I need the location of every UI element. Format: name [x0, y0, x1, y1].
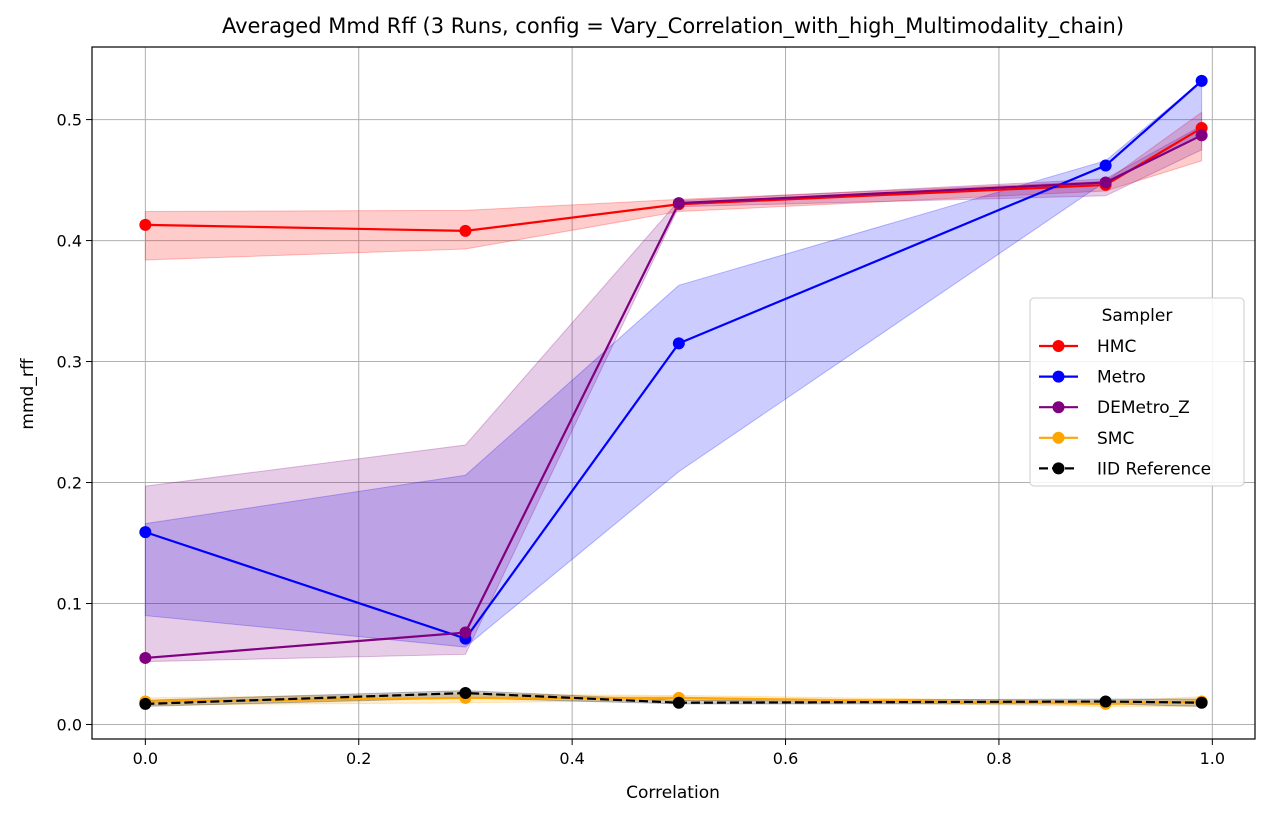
legend-item-hmc: HMC	[1039, 337, 1136, 357]
x-tick-label-3: 0.6	[773, 749, 798, 768]
legend-title: Sampler	[1102, 306, 1173, 326]
legend-marker-iid-reference	[1052, 462, 1065, 475]
point-demetro-z-1	[459, 626, 472, 639]
point-iid-reference-2	[672, 696, 685, 709]
plot-frame	[91, 46, 1256, 740]
point-metro-2	[672, 337, 685, 350]
point-iid-reference-1	[459, 687, 472, 700]
legend-label-smc: SMC	[1097, 429, 1134, 449]
y-tick-label-2: 0.2	[57, 474, 82, 493]
legend-label-metro: Metro	[1097, 368, 1146, 388]
y-tick-label-1: 0.1	[57, 595, 82, 614]
legend-item-metro: Metro	[1039, 368, 1146, 388]
legend-item-demetro-z: DEMetro_Z	[1039, 398, 1190, 418]
x-tick-label-0: 0.0	[133, 749, 158, 768]
legend-marker-demetro-z	[1052, 401, 1065, 414]
point-hmc-0	[139, 218, 152, 231]
band-demetro-z	[144, 124, 1203, 663]
point-demetro-z-0	[139, 651, 152, 664]
y-tick-label-3: 0.3	[57, 353, 82, 372]
x-tick-label-4: 0.8	[986, 749, 1011, 768]
point-demetro-z-2	[672, 197, 685, 210]
y-axis-ticks: 0.0 0.1 0.2 0.3 0.4 0.5	[57, 111, 92, 734]
legend-box	[1029, 297, 1245, 487]
x-tick-label-2: 0.4	[559, 749, 584, 768]
point-metro-4	[1195, 74, 1208, 87]
point-iid-reference-0	[139, 697, 152, 710]
point-metro-3	[1099, 159, 1112, 172]
band-hmc	[144, 111, 1203, 261]
point-iid-reference-4	[1195, 696, 1208, 709]
point-demetro-z-3	[1099, 176, 1112, 189]
point-metro-0	[139, 526, 152, 539]
point-hmc-1	[459, 224, 472, 237]
point-iid-reference-3	[1099, 695, 1112, 708]
x-tick-label-5: 1.0	[1200, 749, 1225, 768]
legend-marker-smc	[1052, 431, 1065, 444]
x-tick-label-1: 0.2	[346, 749, 371, 768]
legend-label-demetro-z: DEMetro_Z	[1097, 398, 1190, 418]
legend-item-iid-reference: IID Reference	[1039, 459, 1211, 479]
y-axis-label: mmd_rff	[18, 357, 38, 429]
chart-title: Averaged Mmd Rff (3 Runs, config = Vary_…	[222, 14, 1124, 39]
legend-label-hmc: HMC	[1097, 337, 1136, 357]
legend-items: HMC Metro DEMetro_Z SMC IID Reference	[1039, 337, 1211, 479]
point-demetro-z-4	[1195, 129, 1208, 142]
series-markers	[139, 74, 1208, 710]
y-tick-label-5: 0.5	[57, 111, 82, 130]
legend-marker-metro	[1052, 370, 1065, 383]
legend-marker-hmc	[1052, 340, 1065, 352]
x-axis-label: Correlation	[626, 783, 720, 803]
y-tick-label-4: 0.4	[57, 232, 82, 251]
legend: Sampler HMC Metro DEMetro_Z SMC IID Referenc…	[1029, 297, 1245, 487]
legend-item-smc: SMC	[1039, 429, 1134, 449]
legend-label-iid-reference: IID Reference	[1097, 459, 1211, 479]
x-axis-ticks: 0.0 0.2 0.4 0.6 0.8 1.0	[133, 739, 1225, 768]
y-tick-label-0: 0.0	[57, 715, 82, 734]
